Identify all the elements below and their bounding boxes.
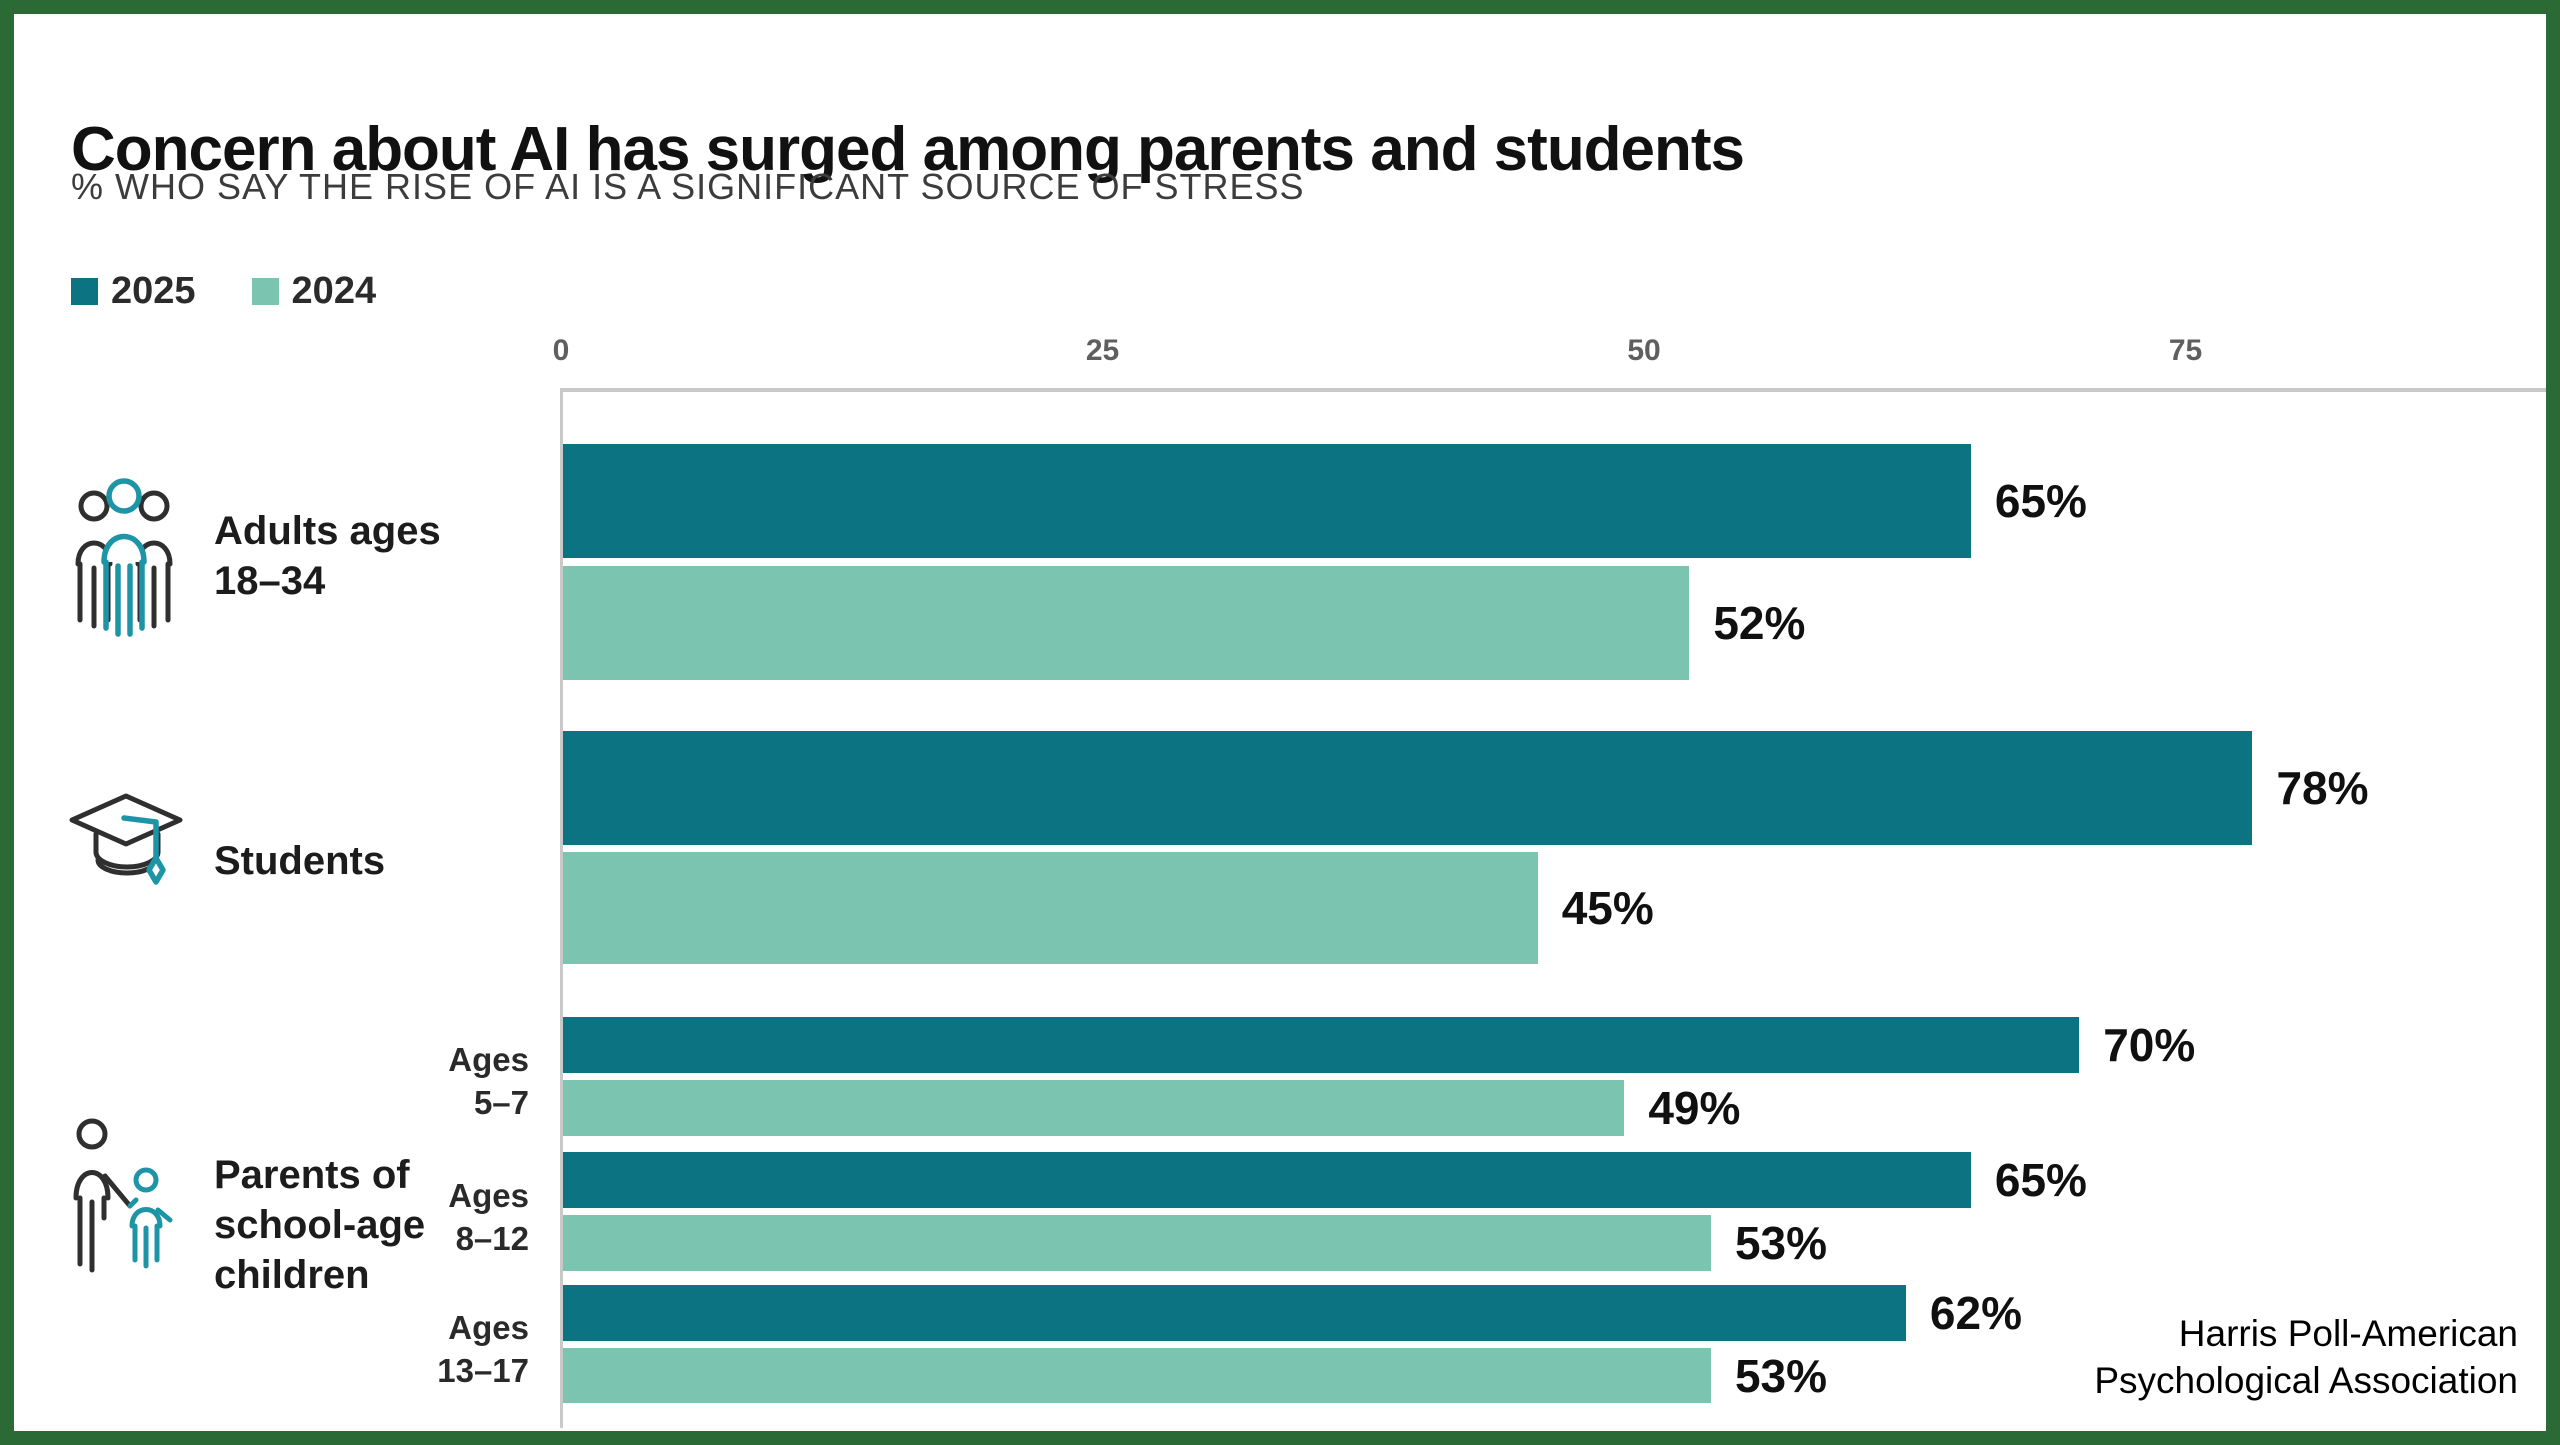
age-label-8-12: Ages 8–12 — [329, 1174, 529, 1260]
bar-parents-13-17-2025 — [563, 1285, 1906, 1341]
graduation-cap-icon — [69, 793, 183, 885]
age-label-5-7-line2: 5–7 — [473, 1084, 529, 1121]
legend-label-2025: 2025 — [111, 270, 196, 312]
group-label-adults: Adults ages 18–34 — [214, 506, 441, 606]
bar-value-parents-13-17-2025: 62% — [1929, 1287, 2022, 1339]
legend-swatch-2024 — [251, 278, 279, 305]
bar-students-2025 — [563, 731, 2253, 845]
source-line1: Harris Poll-American — [2178, 1313, 2518, 1354]
group-label-adults-line2: 18–34 — [214, 559, 326, 603]
bar-parents-5-7-2024 — [563, 1080, 1625, 1136]
bar-students-2024 — [563, 852, 1538, 964]
chart-subtitle: % WHO SAY THE RISE OF AI IS A SIGNIFICAN… — [71, 166, 1305, 207]
bar-adults-18-34-2025 — [563, 444, 1971, 558]
legend-item-2025: 2025 — [71, 270, 196, 313]
chart-title: Concern about AI has surged among parent… — [71, 114, 1745, 184]
x-axis-line — [561, 388, 2546, 392]
x-axis-tick-25: 25 — [1085, 334, 1120, 367]
bar-value-parents-8-12-2025: 65% — [1994, 1154, 2087, 1206]
bar-value-students-2024: 45% — [1561, 882, 1654, 934]
bar-value-parents-8-12-2024: 53% — [1734, 1217, 1828, 1269]
bar-value-parents-13-17-2024: 53% — [1734, 1349, 1828, 1402]
bar-value-parents-5-7-2025: 70% — [2103, 1019, 2196, 1071]
bar-parents-8-12-2024 — [563, 1215, 1711, 1271]
bar-value-adults-18-34-2024: 52% — [1713, 597, 1806, 649]
bar-parents-13-17-2024 — [563, 1348, 1711, 1403]
bar-value-students-2025: 78% — [2276, 762, 2369, 814]
group-label-students-line1: Students — [214, 839, 386, 883]
bar-value-adults-18-34-2025: 65% — [1994, 475, 2087, 527]
age-label-5-7-line1: Ages — [448, 1041, 529, 1078]
bar-parents-5-7-2025 — [563, 1017, 2080, 1073]
age-label-13-17: Ages 13–17 — [329, 1306, 529, 1392]
age-label-8-12-line1: Ages — [448, 1177, 529, 1214]
legend-item-2024: 2024 — [251, 270, 377, 313]
bar-adults-18-34-2024 — [563, 566, 1690, 680]
y-axis-line — [560, 388, 563, 1428]
parent-child-icon — [73, 1118, 173, 1273]
x-axis-tick-50: 50 — [1627, 334, 1661, 367]
source-line2: Psychological Association — [2094, 1360, 2518, 1401]
group-label-students: Students — [214, 836, 385, 886]
age-label-5-7: Ages 5–7 — [329, 1038, 529, 1124]
group-label-adults-line1: Adults ages — [214, 509, 441, 553]
x-axis-tick-0: 0 — [552, 334, 570, 367]
source-attribution: Harris Poll-American Psychological Assoc… — [2094, 1310, 2518, 1404]
bar-value-parents-5-7-2024: 49% — [1648, 1082, 1741, 1134]
age-label-13-17-line2: 13–17 — [437, 1352, 529, 1389]
legend: 2025 2024 — [71, 270, 376, 313]
group-label-parents-line2: school-age — [214, 1203, 426, 1247]
people-group-icon — [75, 478, 173, 637]
group-label-parents-line1: Parents of — [214, 1153, 410, 1197]
legend-label-2024: 2024 — [291, 270, 377, 312]
age-label-8-12-line2: 8–12 — [455, 1220, 529, 1257]
bar-parents-8-12-2025 — [563, 1152, 1971, 1208]
group-label-parents-line3: children — [214, 1253, 370, 1297]
age-label-13-17-line1: Ages — [448, 1309, 529, 1346]
legend-swatch-2025 — [71, 278, 98, 305]
x-axis-tick-75: 75 — [2168, 334, 2203, 367]
group-label-parents: Parents of school-age children — [214, 1150, 425, 1300]
